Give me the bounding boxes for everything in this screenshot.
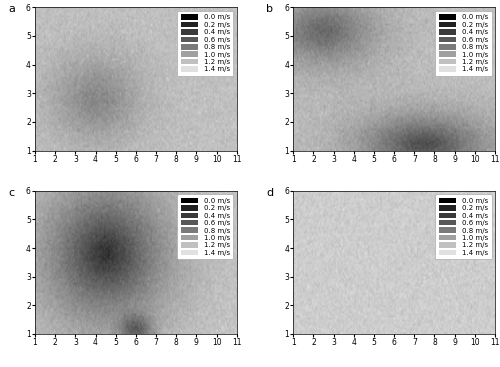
Text: c: c xyxy=(8,188,15,198)
Text: d: d xyxy=(266,188,273,198)
Legend: 0.0 m/s, 0.2 m/s, 0.4 m/s, 0.6 m/s, 0.8 m/s, 1.0 m/s, 1.2 m/s, 1.4 m/s: 0.0 m/s, 0.2 m/s, 0.4 m/s, 0.6 m/s, 0.8 … xyxy=(177,194,234,259)
Text: a: a xyxy=(8,4,15,14)
Legend: 0.0 m/s, 0.2 m/s, 0.4 m/s, 0.6 m/s, 0.8 m/s, 1.0 m/s, 1.2 m/s, 1.4 m/s: 0.0 m/s, 0.2 m/s, 0.4 m/s, 0.6 m/s, 0.8 … xyxy=(436,11,492,76)
Legend: 0.0 m/s, 0.2 m/s, 0.4 m/s, 0.6 m/s, 0.8 m/s, 1.0 m/s, 1.2 m/s, 1.4 m/s: 0.0 m/s, 0.2 m/s, 0.4 m/s, 0.6 m/s, 0.8 … xyxy=(436,194,492,259)
Text: b: b xyxy=(266,4,273,14)
Legend: 0.0 m/s, 0.2 m/s, 0.4 m/s, 0.6 m/s, 0.8 m/s, 1.0 m/s, 1.2 m/s, 1.4 m/s: 0.0 m/s, 0.2 m/s, 0.4 m/s, 0.6 m/s, 0.8 … xyxy=(177,11,234,76)
